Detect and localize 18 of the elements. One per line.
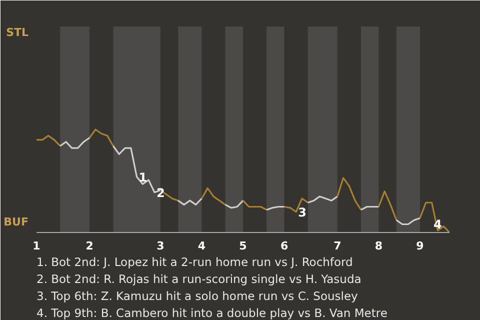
x-tick-label: 6 — [280, 240, 288, 252]
text: STL — [6, 26, 28, 40]
annotation: 2 — [156, 186, 165, 200]
text: 2. Bot 2nd: R. Rojas hit a run-scoring single vs H. Yasuda — [36, 272, 362, 286]
text: BUF — [4, 216, 29, 229]
text: 4. Top 9th: B. Cambero hit into a double play vs B. Van Metre — [36, 306, 388, 320]
annotation: 3 — [298, 205, 306, 220]
annotation: 1 — [138, 170, 148, 184]
x-tick-label: 4 — [198, 240, 206, 252]
text: 3. Top 6th: Z. Kamuzu hit a solo home run vs C. Sousley — [36, 289, 358, 303]
x-tick-label: 1 — [32, 240, 40, 252]
x-tick-label: 3 — [156, 240, 164, 252]
text: 1. Bot 2nd: J. Lopez hit a 2-run home run vs J. Rochford — [36, 255, 353, 269]
x-tick-label: 8 — [374, 240, 383, 252]
x-tick-label: 7 — [334, 240, 342, 252]
x-tick-label: 2 — [86, 240, 94, 252]
x-tick-label: 9 — [416, 240, 424, 252]
x-tick-label: 5 — [239, 240, 247, 252]
